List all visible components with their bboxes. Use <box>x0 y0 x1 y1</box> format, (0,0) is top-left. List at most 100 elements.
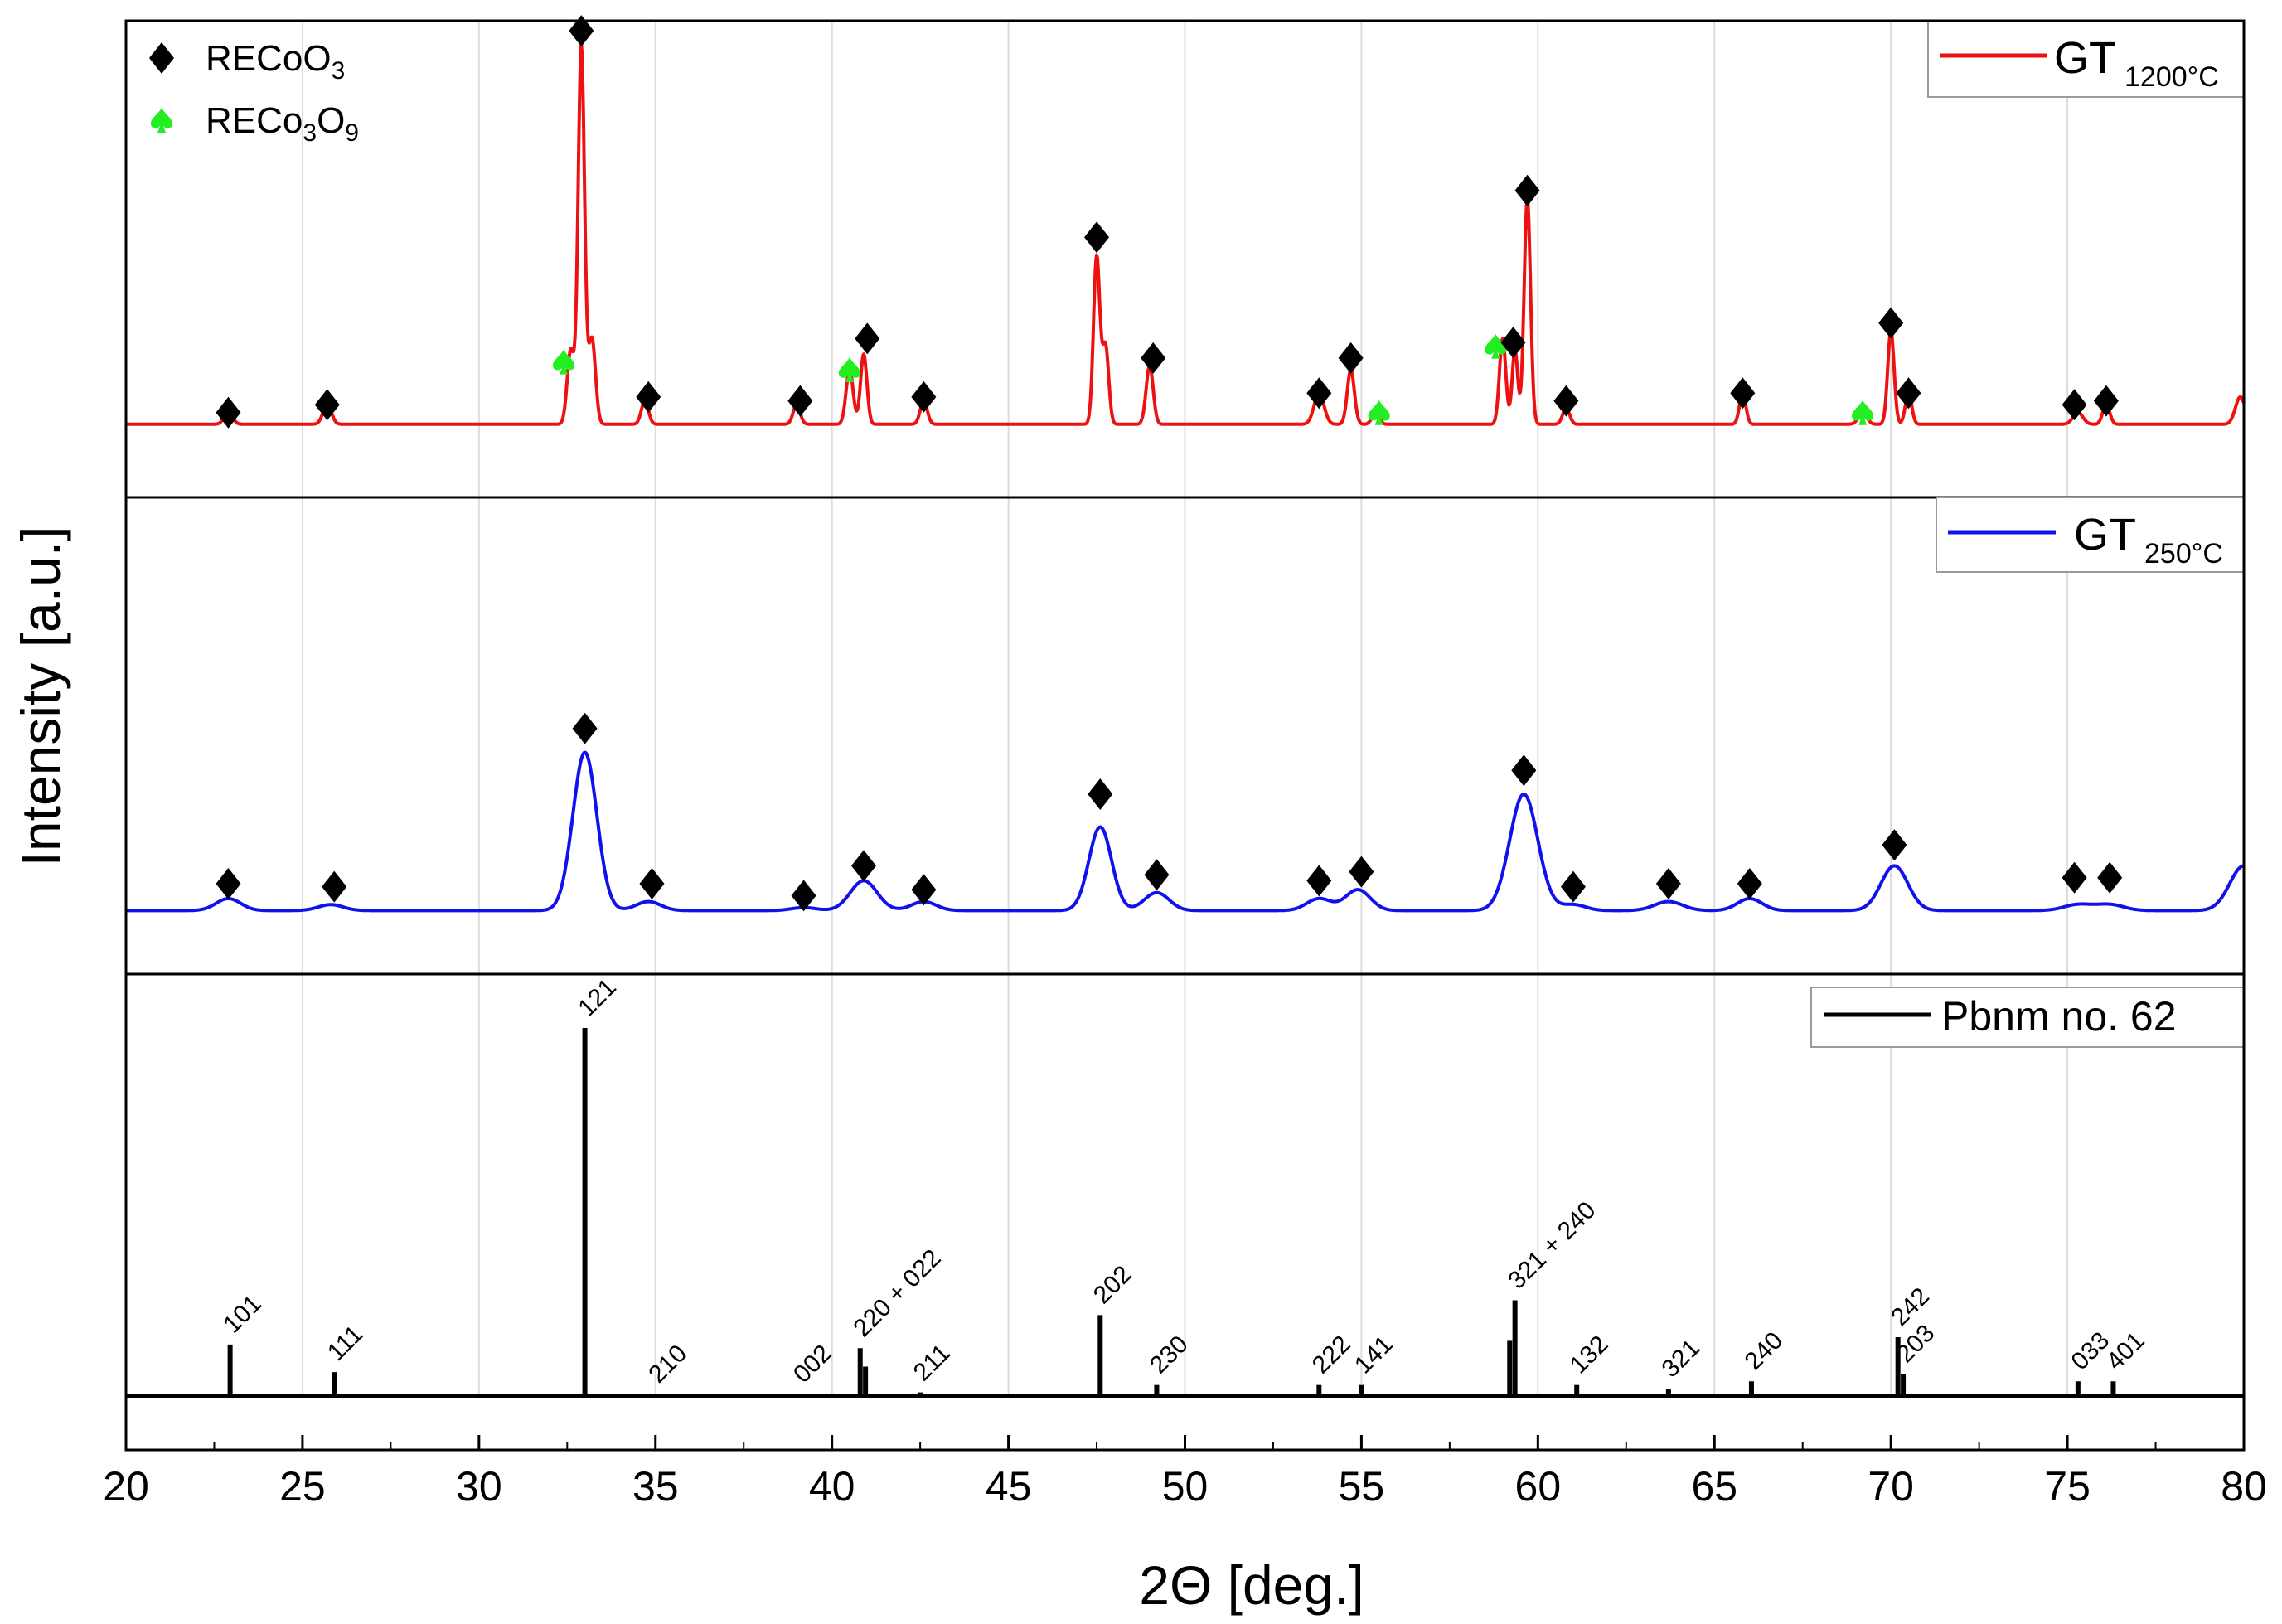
reference-stick-label: 401 <box>2101 1326 2150 1375</box>
x-axis-ticks: 20 25 30 35 40 45 50 55 60 65 70 75 80 <box>103 1435 2267 1510</box>
recoo3-marker <box>569 15 594 47</box>
recoo3-marker <box>791 880 816 912</box>
recoo3-marker <box>314 389 340 421</box>
panel-gt-250: GT 250°C <box>124 497 2246 976</box>
recoo3-marker <box>1141 342 1166 374</box>
x-tick-label: 40 <box>809 1463 855 1510</box>
recoo3-marker <box>1500 327 1526 359</box>
recoo3-marker <box>322 870 347 903</box>
recoo3-marker <box>1084 221 1110 254</box>
x-tick-label: 80 <box>2221 1463 2267 1510</box>
phase-label-sub2: 9 <box>345 119 359 147</box>
y-axis-label: Intensity [a.u.] <box>10 526 71 867</box>
reco3o9-marker <box>1852 400 1874 425</box>
recoo3-marker <box>855 322 880 355</box>
recoo3-marker <box>1553 385 1579 417</box>
reference-stick-label: 222 <box>1307 1331 1356 1379</box>
recoo3-marker <box>1306 865 1332 897</box>
x-tick-label: 70 <box>1868 1463 1914 1510</box>
legend-label: GT 250°C <box>2074 510 2223 570</box>
x-tick-label: 55 <box>1339 1463 1385 1510</box>
reference-stick-label: 210 <box>643 1340 692 1389</box>
legend-label-sub: 250°C <box>2144 538 2223 570</box>
phase-label-base: RECoO <box>206 38 332 79</box>
reference-stick-label: 111 <box>322 1321 369 1367</box>
recoo3-marker <box>1878 307 1904 339</box>
recoo3-marker <box>1737 868 1762 899</box>
legend-label: GT 1200°C <box>2054 33 2219 93</box>
recoo3-marker <box>216 396 241 429</box>
recoo3-marker <box>572 712 598 744</box>
x-tick-label: 75 <box>2044 1463 2091 1510</box>
recoo3-marker <box>636 381 661 413</box>
vertical-gridlines <box>301 21 2069 1396</box>
reference-stick-label: 321 <box>1657 1334 1706 1383</box>
recoo3-marker <box>1349 856 1374 888</box>
phase-label-base: RECo <box>206 100 303 141</box>
reference-stick-label: 240 <box>1740 1326 1789 1375</box>
legend-label-sub: 1200°C <box>2125 61 2219 93</box>
legend-box <box>1927 20 2245 98</box>
panel-gt-1200: GT 1200°C <box>124 15 2246 499</box>
phase-legend-diamond-icon <box>149 42 174 74</box>
recoo3-marker <box>1306 377 1332 410</box>
recoo3-marker <box>2062 389 2087 421</box>
x-tick-label: 25 <box>279 1463 326 1510</box>
recoo3-marker <box>1144 859 1170 891</box>
reference-stick-label: 242 <box>1886 1282 1935 1331</box>
reference-stick-label: 321 + 240 <box>1503 1196 1601 1294</box>
recoo3-marker <box>1514 174 1540 206</box>
reco3o9-marker <box>838 357 861 382</box>
legend-gt-1200: GT 1200°C <box>1927 20 2245 98</box>
recoo3-marker <box>1088 778 1113 810</box>
phase-legend-label-reco3o9: RECo3O9 <box>206 100 359 147</box>
legend-label-main: GT <box>2074 510 2136 560</box>
phase-legend-label-recoo3: RECoO3 <box>206 38 345 85</box>
recoo3-marker <box>2097 861 2123 894</box>
x-tick-label: 60 <box>1515 1463 1562 1510</box>
x-tick-label: 35 <box>632 1463 679 1510</box>
recoo3-marker <box>850 850 876 882</box>
reco3o9-marker <box>552 349 575 375</box>
recoo3-marker <box>216 868 241 899</box>
reference-stick-label: 121 <box>573 973 622 1022</box>
recoo3-marker <box>1560 870 1586 903</box>
x-axis-label: 2Θ [deg.] <box>1139 1554 1364 1616</box>
recoo3-marker <box>787 385 813 417</box>
recoo3-marker <box>1882 829 1907 861</box>
recoo3-marker <box>639 868 665 899</box>
phase-label-sub: 3 <box>303 119 317 147</box>
recoo3-marker <box>1338 342 1364 374</box>
recoo3-marker <box>1655 868 1681 899</box>
reference-stick-label: 101 <box>218 1290 267 1339</box>
legend-label-main: GT <box>2054 33 2116 83</box>
phase-label-sub: 3 <box>332 57 346 85</box>
phase-legend-spade-icon <box>150 108 173 133</box>
pattern-line <box>124 750 2246 913</box>
reference-stick-label: 132 <box>1565 1331 1614 1379</box>
recoo3-marker <box>1511 754 1537 787</box>
phase-label-mid: O <box>317 100 345 141</box>
x-tick-label: 20 <box>103 1463 149 1510</box>
x-tick-label: 30 <box>456 1463 502 1510</box>
reference-stick-label: 220 + 022 <box>848 1244 946 1342</box>
recoo3-marker <box>1896 377 1921 410</box>
recoo3-marker <box>2093 385 2119 417</box>
x-tick-label: 65 <box>1691 1463 1737 1510</box>
recoo3-marker <box>1730 377 1756 410</box>
legend-pbnm: Pbnm no. 62 <box>1810 987 2245 1048</box>
reference-stick-label: 002 <box>788 1340 837 1389</box>
x-tick-label: 45 <box>986 1463 1032 1510</box>
reco3o9-marker <box>1368 400 1390 425</box>
reference-stick-label: 141 <box>1349 1331 1398 1379</box>
recoo3-marker <box>911 874 937 906</box>
legend-gt-250: GT 250°C <box>1936 497 2245 573</box>
recoo3-marker <box>911 381 937 413</box>
plot-frame <box>124 19 2246 1452</box>
x-tick-label: 50 <box>1162 1463 1209 1510</box>
reference-stick-label: 211 <box>908 1339 956 1386</box>
recoo3-marker <box>2062 861 2087 894</box>
legend-label: Pbnm no. 62 <box>1941 993 2177 1040</box>
